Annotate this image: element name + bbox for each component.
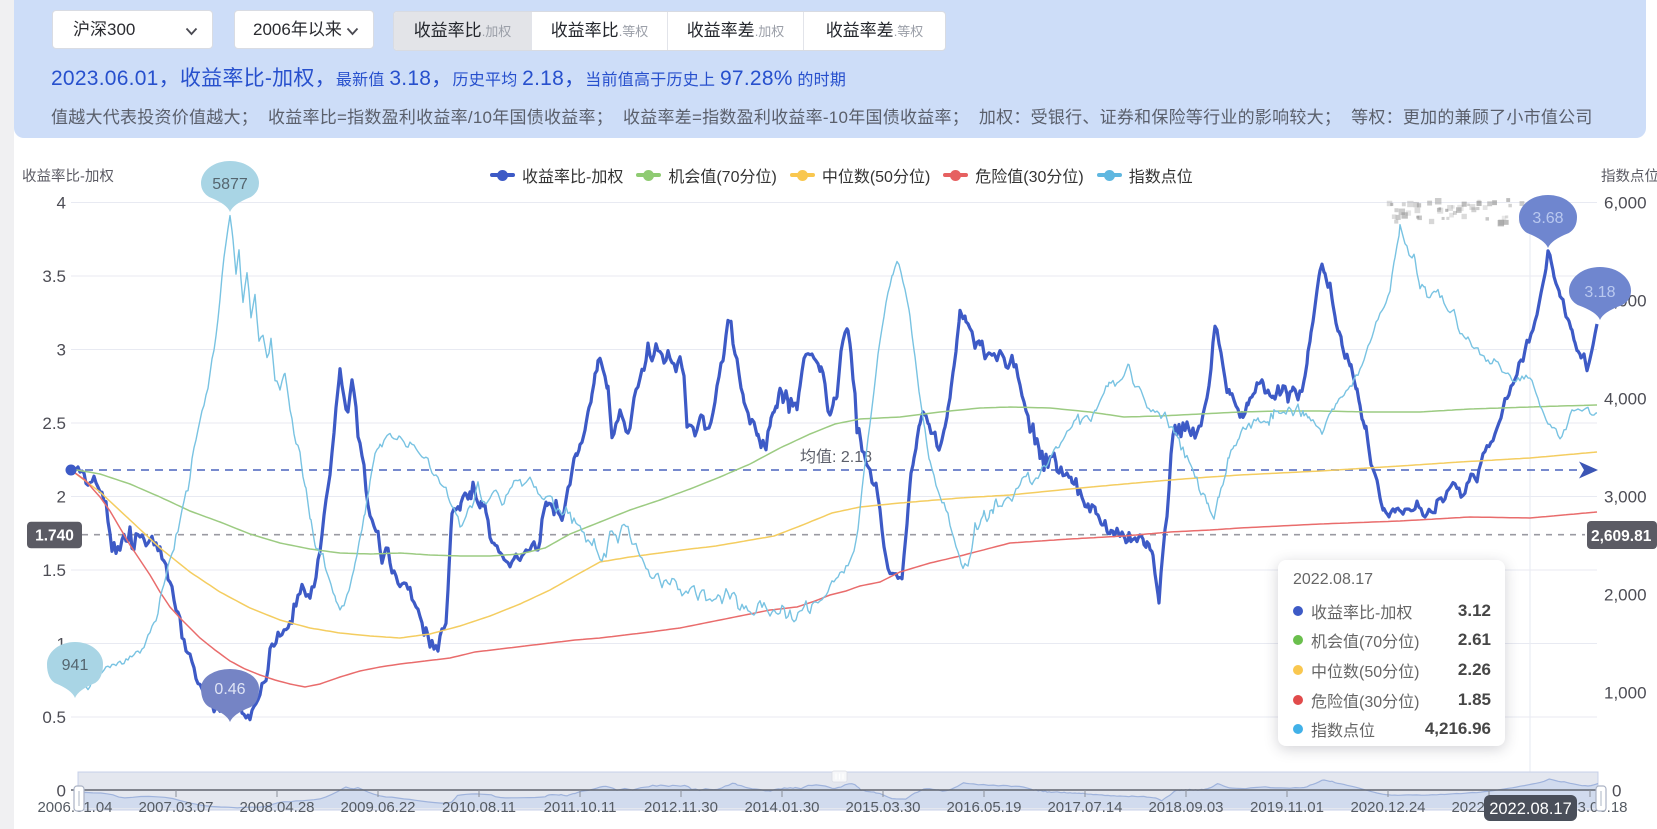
svg-text:1.5: 1.5 (42, 561, 66, 580)
svg-text:2,609.81: 2,609.81 (1591, 528, 1652, 545)
svg-text:6,000: 6,000 (1604, 194, 1647, 213)
svg-text:2: 2 (57, 488, 66, 507)
svg-text:4,000: 4,000 (1604, 390, 1647, 409)
svg-text:4: 4 (57, 194, 66, 213)
svg-text:1: 1 (57, 635, 66, 654)
svg-text:5877: 5877 (212, 176, 248, 193)
svg-text:2008.04.28: 2008.04.28 (239, 799, 314, 816)
svg-text:0.5: 0.5 (42, 708, 66, 727)
svg-text:941: 941 (62, 657, 89, 674)
svg-text:2,000: 2,000 (1604, 586, 1647, 605)
svg-text:1,000: 1,000 (1604, 684, 1647, 703)
svg-text:2018.09.03: 2018.09.03 (1148, 799, 1223, 816)
svg-text:均值: 2.18: 均值: 2.18 (800, 448, 872, 466)
svg-text:2012.11.30: 2012.11.30 (644, 799, 718, 816)
svg-text:2.5: 2.5 (42, 414, 66, 433)
svg-text:0: 0 (57, 782, 66, 801)
svg-text:2022.08.17: 2022.08.17 (1489, 800, 1572, 818)
svg-text:2014.01.30: 2014.01.30 (744, 799, 819, 816)
svg-text:2011.10.11: 2011.10.11 (544, 799, 617, 816)
svg-text:3: 3 (57, 341, 66, 360)
svg-text:2019.11.01: 2019.11.01 (1250, 799, 1324, 816)
svg-text:指数点位: 指数点位 (1601, 168, 1657, 185)
svg-text:2010.08.11: 2010.08.11 (442, 799, 516, 816)
svg-text:0: 0 (1612, 782, 1621, 801)
svg-text:2017.07.14: 2017.07.14 (1047, 799, 1122, 816)
svg-text:3.68: 3.68 (1532, 210, 1563, 227)
svg-text:2016.05.19: 2016.05.19 (946, 799, 1021, 816)
svg-text:1.740: 1.740 (35, 528, 74, 545)
svg-text:2009.06.22: 2009.06.22 (340, 799, 415, 816)
svg-text:2015.03.30: 2015.03.30 (845, 799, 920, 816)
svg-text:2020.12.24: 2020.12.24 (1350, 799, 1425, 816)
svg-text:0.46: 0.46 (214, 681, 245, 698)
svg-text:2007.03.07: 2007.03.07 (138, 799, 213, 816)
svg-text:收益率比-加权: 收益率比-加权 (22, 168, 114, 185)
svg-text:3,000: 3,000 (1604, 488, 1647, 507)
svg-text:3.5: 3.5 (42, 267, 66, 286)
svg-text:3.18: 3.18 (1584, 284, 1615, 301)
